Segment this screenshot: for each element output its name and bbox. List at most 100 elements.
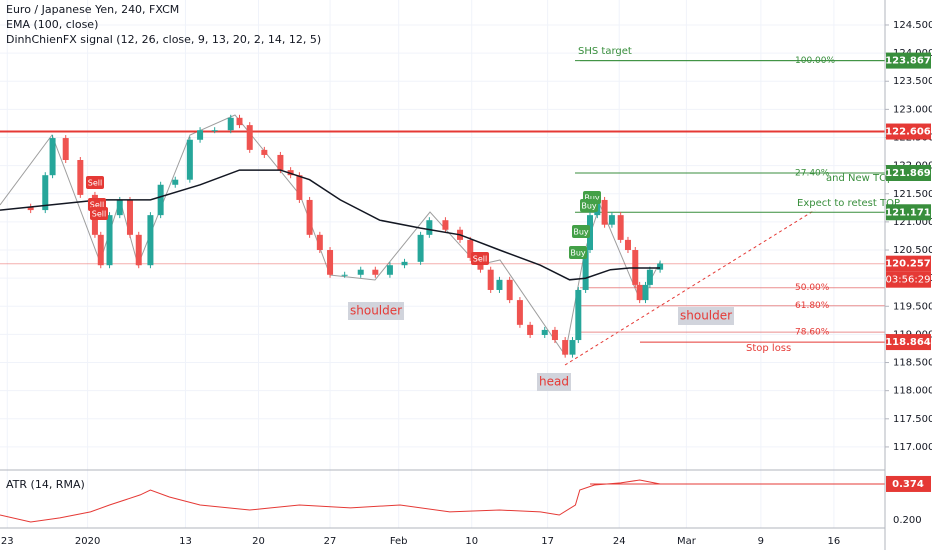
price-badge <box>886 123 931 140</box>
y-tick-label: 118.500 <box>893 358 932 369</box>
candle <box>126 199 133 235</box>
candle <box>135 234 142 266</box>
fib-label: 100.00% <box>795 56 835 66</box>
y-tick-label: 117.500 <box>893 414 932 425</box>
candle <box>624 239 631 251</box>
candle <box>287 170 294 176</box>
y-tick-label: 0.200 <box>893 515 922 526</box>
y-tick-label: 119.500 <box>893 301 932 312</box>
price-badge <box>886 52 931 69</box>
candle <box>516 300 523 325</box>
candle <box>77 160 84 195</box>
candle <box>541 329 548 335</box>
x-tick-label: Mar <box>677 536 697 547</box>
x-tick-label: 20 <box>252 536 265 547</box>
price-badge <box>886 255 931 272</box>
price-badge-label: 121.869 <box>885 168 931 179</box>
candle <box>496 279 503 290</box>
candle <box>186 139 193 180</box>
signal-label: Sell <box>90 201 104 210</box>
annotation: shoulder <box>350 304 402 318</box>
indicator-label: EMA (100, close) <box>6 18 98 31</box>
candle <box>172 179 179 185</box>
y-tick-label: 123.000 <box>893 104 932 115</box>
x-tick-label: 2020 <box>75 536 100 547</box>
signal-label: Sell <box>473 255 487 264</box>
candle <box>487 269 494 290</box>
candle <box>327 250 334 275</box>
candle <box>197 130 204 140</box>
candle <box>341 274 348 276</box>
price-badge-label: 120.257 <box>885 259 931 270</box>
candle <box>582 250 589 290</box>
candle <box>401 261 408 266</box>
atr-badge <box>886 475 931 492</box>
candle <box>316 234 323 251</box>
signal-label: Sell <box>92 210 106 219</box>
candle <box>551 329 558 341</box>
note-background <box>348 302 404 320</box>
plot-group: 100.00% 27.40% 50.00% 61.80% 78.60% SHS targe… <box>0 46 900 523</box>
y-tick-label: 118.000 <box>893 386 932 397</box>
candle <box>601 199 608 225</box>
candle <box>246 125 253 150</box>
candle <box>106 215 113 266</box>
candle <box>386 265 393 275</box>
candle <box>227 117 234 131</box>
candle <box>467 239 474 258</box>
candle <box>27 206 34 211</box>
candle <box>608 215 615 225</box>
price-badge <box>886 165 931 182</box>
candle <box>42 175 49 211</box>
axis-group: 117.000117.500118.000118.500119.000119.5… <box>1 20 932 547</box>
annotation: Expect to retest TOP <box>797 198 900 209</box>
x-tick-label: 13 <box>179 536 192 547</box>
y-tick-label: 117.000 <box>893 442 932 453</box>
candle <box>116 199 123 216</box>
price-badge-label: 121.171 <box>885 207 931 218</box>
countdown-label: 03:56:29 <box>886 275 931 286</box>
chart-title: Euro / Japanese Yen, 240, FXCM <box>6 3 179 16</box>
signal-badge <box>90 207 108 220</box>
y-tick-label: 124.500 <box>893 20 932 31</box>
note-background <box>537 373 571 391</box>
price-badge-label: 123.867 <box>885 56 931 67</box>
price-badge <box>886 204 931 221</box>
trend-line <box>564 209 816 366</box>
candle <box>636 284 643 301</box>
candle <box>277 154 284 171</box>
price-badge-label: 118.864 <box>885 337 931 348</box>
indicator-label: ATR (14, RMA) <box>6 478 85 491</box>
signal-badge <box>471 252 489 265</box>
signal-badge <box>569 246 587 259</box>
note-background <box>678 307 734 325</box>
signal-label: Buy <box>584 194 600 203</box>
candle <box>211 130 218 132</box>
candle <box>506 279 513 301</box>
candle <box>617 215 624 240</box>
signal-badge <box>86 176 104 189</box>
candle <box>236 117 243 126</box>
candle <box>442 220 449 230</box>
x-tick-label: 23 <box>1 536 14 547</box>
candle <box>49 138 56 176</box>
candle <box>417 234 424 262</box>
y-tick-label: 121.500 <box>893 189 932 200</box>
candle <box>575 289 582 341</box>
fib-label: 27.40% <box>795 169 830 179</box>
x-tick-label: 27 <box>324 536 337 547</box>
annotation: and New TOp <box>826 173 893 184</box>
y-tick-label: 123.500 <box>893 76 932 87</box>
annotation: Stop loss <box>746 343 791 354</box>
candle <box>569 340 576 355</box>
fib-label: 78.60% <box>795 328 830 338</box>
candle <box>97 234 104 266</box>
countdown-badge <box>886 271 931 288</box>
atr-badge-label: 0.374 <box>892 479 924 490</box>
x-tick-label: 16 <box>828 536 841 547</box>
atr-line <box>0 479 661 523</box>
ema-line <box>0 169 661 281</box>
candle <box>306 199 313 235</box>
